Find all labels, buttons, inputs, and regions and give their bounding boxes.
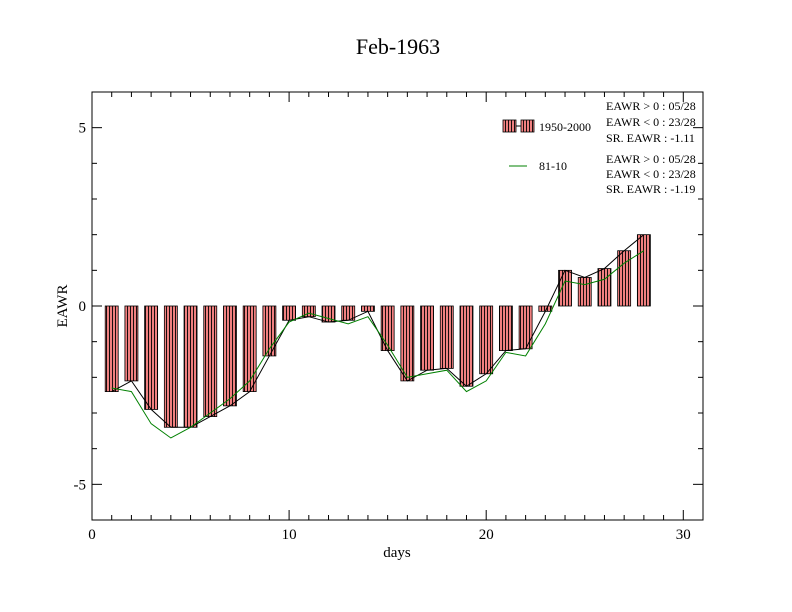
legend: 1950-2000 81-10 — [502, 119, 591, 173]
bar-day-6 — [203, 305, 218, 417]
x-axis-label: days — [383, 545, 411, 561]
bar-day-19 — [459, 305, 474, 387]
legend-bar-swatch-right — [520, 119, 535, 133]
stat-positive: EAWR > 0 : 05/28 — [606, 99, 696, 113]
bar-day-14 — [361, 305, 375, 312]
x-tick-label: 20 — [479, 527, 494, 543]
bar-day-10 — [282, 305, 297, 321]
lines-layer — [111, 234, 645, 439]
legend-item-81-10: 81-10 — [509, 159, 567, 173]
bar-day-17 — [420, 305, 434, 371]
stat-positive: EAWR > 0 : 05/28 — [606, 152, 696, 166]
chart-title: Feb-1963 — [356, 34, 440, 59]
bar-day-21 — [498, 305, 513, 351]
legend-label-81-10: 81-10 — [539, 159, 567, 173]
stat-sum: SR. EAWR : -1.19 — [606, 182, 695, 196]
bar-day-15 — [380, 305, 395, 351]
bar-day-3 — [144, 305, 159, 410]
stat-sum: SR. EAWR : -1.11 — [606, 131, 695, 145]
bar-day-18 — [439, 305, 454, 369]
y-tick-label: 0 — [79, 299, 87, 315]
bar-day-28 — [636, 234, 651, 307]
bar-day-2 — [124, 305, 139, 382]
bar-day-27 — [617, 250, 632, 307]
y-tick-label: -5 — [74, 477, 87, 493]
bar-day-20 — [479, 305, 494, 375]
bar-day-26 — [597, 268, 612, 307]
line-series-81-10 — [111, 250, 645, 439]
x-tick-label: 30 — [676, 527, 691, 543]
legend-item-1950-2000: 1950-2000 — [502, 119, 591, 134]
stats-block-1950-2000: EAWR > 0 : 05/28 EAWR < 0 : 23/28 SR. EA… — [606, 99, 696, 145]
bar-day-1 — [104, 305, 119, 392]
stat-negative: EAWR < 0 : 23/28 — [606, 167, 696, 181]
y-axis-label: EAWR — [55, 285, 71, 328]
x-tick-label: 0 — [88, 527, 96, 543]
bars-layer — [104, 234, 651, 428]
bar-day-4 — [163, 305, 178, 428]
y-axis: 5 0 -5 — [74, 121, 703, 493]
bar-day-8 — [242, 305, 257, 392]
legend-label-1950-2000: 1950-2000 — [539, 120, 591, 134]
bar-day-25 — [577, 277, 592, 307]
bar-day-7 — [223, 305, 237, 407]
stat-negative: EAWR < 0 : 23/28 — [606, 115, 696, 129]
legend-bar-swatch — [502, 119, 517, 133]
x-axis: 0 10 20 30 — [88, 92, 704, 543]
x-tick-label: 10 — [282, 527, 297, 543]
y-tick-label: 5 — [79, 121, 87, 137]
stats-block-81-10: EAWR > 0 : 05/28 EAWR < 0 : 23/28 SR. EA… — [606, 152, 696, 196]
bar-day-24 — [558, 269, 572, 307]
bar-day-22 — [518, 305, 533, 350]
bar-day-5 — [183, 305, 198, 428]
